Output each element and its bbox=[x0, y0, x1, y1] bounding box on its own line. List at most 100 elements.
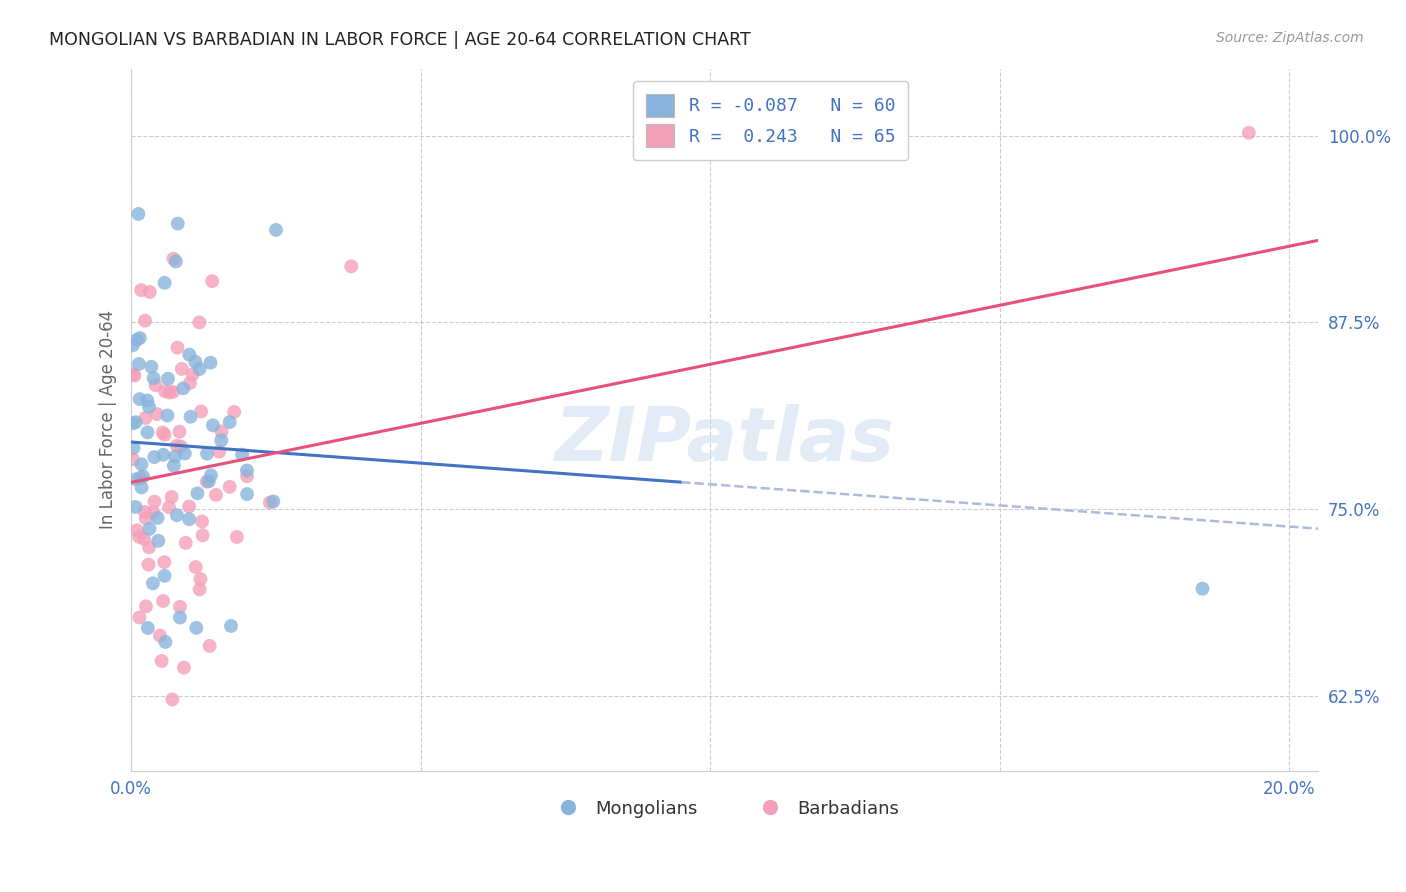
Point bbox=[170, 362, 193, 376]
Point bbox=[184, 560, 207, 574]
Point bbox=[125, 333, 148, 347]
Point bbox=[134, 411, 156, 425]
Point bbox=[179, 376, 201, 390]
Point bbox=[143, 450, 166, 464]
Point bbox=[195, 447, 218, 461]
Point bbox=[156, 372, 179, 386]
Point bbox=[159, 385, 181, 400]
Point bbox=[236, 469, 259, 483]
Point bbox=[190, 404, 212, 418]
Point bbox=[201, 418, 224, 433]
Point bbox=[165, 450, 187, 464]
Point bbox=[122, 367, 145, 381]
Point bbox=[128, 610, 150, 624]
Point bbox=[231, 448, 253, 462]
Point bbox=[132, 532, 155, 546]
Point bbox=[135, 599, 157, 614]
Point bbox=[160, 490, 183, 504]
Point bbox=[264, 223, 287, 237]
Point bbox=[153, 276, 176, 290]
Point bbox=[179, 512, 201, 526]
Point bbox=[236, 463, 259, 477]
Point bbox=[141, 359, 163, 374]
Point bbox=[149, 629, 172, 643]
Point bbox=[156, 409, 179, 423]
Point bbox=[143, 494, 166, 508]
Point bbox=[162, 384, 184, 399]
Point bbox=[138, 558, 160, 572]
Point bbox=[139, 285, 162, 299]
Point bbox=[200, 356, 222, 370]
Point bbox=[155, 635, 177, 649]
Point bbox=[174, 536, 197, 550]
Point bbox=[198, 475, 221, 489]
Text: MONGOLIAN VS BARBADIAN IN LABOR FORCE | AGE 20-64 CORRELATION CHART: MONGOLIAN VS BARBADIAN IN LABOR FORCE | … bbox=[49, 31, 751, 49]
Point bbox=[165, 254, 187, 268]
Y-axis label: In Labor Force | Age 20-64: In Labor Force | Age 20-64 bbox=[100, 310, 117, 529]
Point bbox=[259, 496, 281, 510]
Point bbox=[166, 439, 188, 453]
Point bbox=[218, 415, 240, 429]
Point bbox=[122, 452, 145, 467]
Point bbox=[136, 393, 159, 408]
Point bbox=[200, 468, 222, 483]
Point bbox=[186, 621, 208, 635]
Point bbox=[152, 594, 174, 608]
Point bbox=[152, 425, 174, 440]
Point bbox=[201, 274, 224, 288]
Point bbox=[128, 392, 150, 406]
Legend: Mongolians, Barbadians: Mongolians, Barbadians bbox=[543, 792, 907, 825]
Point bbox=[146, 511, 169, 525]
Point bbox=[142, 505, 165, 519]
Point bbox=[166, 341, 188, 355]
Text: Source: ZipAtlas.com: Source: ZipAtlas.com bbox=[1216, 31, 1364, 45]
Point bbox=[145, 378, 167, 392]
Point bbox=[152, 448, 174, 462]
Point bbox=[219, 619, 242, 633]
Point bbox=[191, 528, 214, 542]
Point bbox=[198, 639, 221, 653]
Point bbox=[142, 576, 165, 591]
Point bbox=[170, 440, 193, 454]
Point bbox=[188, 316, 211, 330]
Point bbox=[236, 487, 259, 501]
Point bbox=[169, 425, 191, 439]
Point bbox=[157, 500, 180, 515]
Point bbox=[153, 555, 176, 569]
Point bbox=[191, 515, 214, 529]
Point bbox=[224, 405, 246, 419]
Point bbox=[162, 692, 184, 706]
Point bbox=[153, 384, 176, 399]
Point bbox=[128, 530, 150, 544]
Point bbox=[146, 407, 169, 421]
Point bbox=[169, 610, 191, 624]
Point bbox=[195, 475, 218, 489]
Point bbox=[205, 488, 228, 502]
Point bbox=[122, 338, 145, 352]
Point bbox=[186, 486, 208, 500]
Point bbox=[1191, 582, 1213, 596]
Point bbox=[188, 362, 211, 376]
Point bbox=[153, 427, 176, 442]
Point bbox=[138, 522, 160, 536]
Point bbox=[163, 458, 186, 473]
Point bbox=[179, 409, 201, 424]
Point bbox=[138, 400, 160, 414]
Point bbox=[153, 569, 176, 583]
Point bbox=[209, 434, 232, 448]
Point bbox=[179, 348, 201, 362]
Point bbox=[124, 500, 146, 514]
Point bbox=[188, 582, 211, 597]
Point bbox=[162, 252, 184, 266]
Point bbox=[173, 661, 195, 675]
Point bbox=[142, 371, 165, 385]
Point bbox=[134, 505, 156, 519]
Point bbox=[136, 425, 159, 440]
Point bbox=[150, 654, 173, 668]
Point bbox=[179, 500, 201, 514]
Point bbox=[131, 480, 153, 494]
Point bbox=[169, 599, 191, 614]
Point bbox=[225, 530, 247, 544]
Point bbox=[132, 469, 155, 483]
Point bbox=[135, 511, 157, 525]
